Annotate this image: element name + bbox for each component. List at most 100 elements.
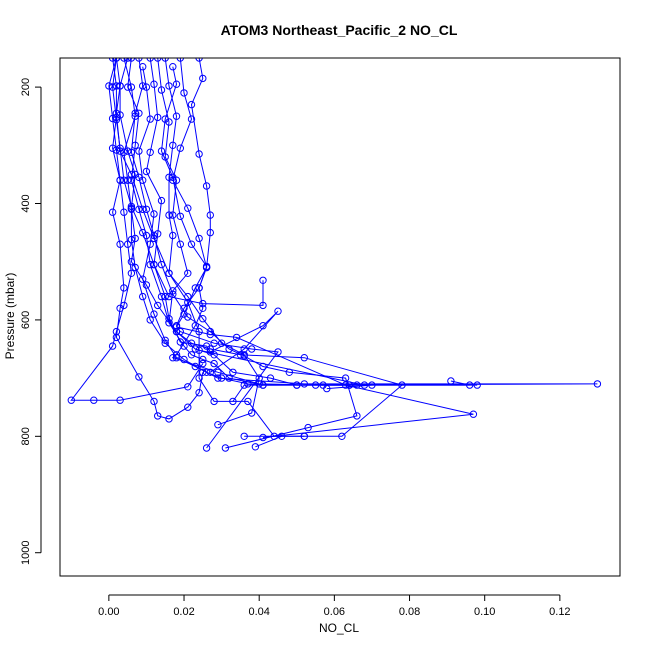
data-point — [300, 380, 308, 388]
series-7 — [169, 58, 478, 442]
y-axis: 200 400 600 800 1000 — [20, 78, 42, 565]
data-point — [210, 397, 218, 406]
data-point — [195, 234, 203, 243]
data-point — [199, 368, 207, 376]
data-point — [206, 228, 215, 237]
data-point — [116, 82, 124, 90]
data-point — [195, 58, 203, 62]
data-point — [293, 381, 301, 389]
data-point — [135, 173, 143, 182]
data-point — [165, 173, 173, 182]
data-point — [112, 109, 121, 118]
x-axis-label: NO_CL — [319, 621, 359, 635]
series-line — [172, 58, 474, 438]
data-point — [105, 82, 113, 90]
data-point — [127, 58, 136, 62]
x-tick-label: 0.06 — [324, 606, 345, 618]
plot-area — [67, 58, 602, 452]
data-point — [473, 381, 481, 389]
data-point — [180, 89, 188, 97]
series-line — [123, 58, 365, 386]
data-point — [150, 260, 158, 269]
data-point — [154, 230, 162, 238]
data-point — [304, 423, 312, 432]
data-point — [338, 432, 346, 440]
data-point — [360, 381, 369, 389]
chart-title: ATOM3 Northeast_Pacific_2 NO_CL — [221, 22, 458, 38]
data-point — [165, 315, 173, 323]
data-point — [120, 176, 128, 184]
data-point — [214, 374, 222, 382]
data-point — [199, 315, 207, 323]
y-tick-label: 200 — [20, 78, 32, 96]
data-point — [191, 284, 200, 292]
data-point — [142, 281, 151, 289]
data-point — [345, 381, 354, 389]
data-point — [259, 301, 267, 310]
data-point — [447, 377, 455, 385]
data-point — [225, 374, 233, 382]
data-point — [214, 368, 222, 376]
series-line — [130, 58, 358, 449]
data-point — [278, 432, 286, 440]
data-point — [229, 368, 237, 376]
series-line — [112, 58, 264, 306]
data-point — [127, 83, 136, 91]
data-point — [146, 260, 154, 269]
data-point — [300, 432, 308, 440]
data-point — [127, 170, 136, 179]
data-point — [240, 381, 248, 389]
data-point — [146, 58, 154, 62]
data-point — [161, 336, 169, 344]
data-point — [259, 362, 267, 371]
series-15 — [105, 58, 207, 423]
data-point — [240, 432, 248, 440]
data-point — [165, 415, 173, 423]
data-point — [240, 351, 248, 359]
data-point — [199, 304, 207, 312]
data-point — [210, 339, 218, 347]
data-point — [154, 301, 162, 310]
series-line — [138, 66, 598, 402]
data-point — [184, 292, 192, 301]
series-line — [145, 58, 279, 373]
data-point — [165, 82, 173, 90]
data-point — [108, 208, 117, 216]
data-point — [112, 333, 121, 342]
data-point — [214, 421, 222, 429]
data-point — [176, 240, 185, 248]
data-point — [150, 80, 158, 88]
data-point — [206, 348, 215, 356]
data-point — [341, 374, 350, 382]
data-point — [176, 58, 184, 62]
data-point — [165, 211, 173, 219]
data-point — [161, 115, 169, 123]
data-point — [195, 284, 203, 292]
y-tick-label: 800 — [20, 427, 32, 445]
data-point — [150, 397, 158, 406]
data-point — [217, 339, 226, 347]
y-tick-label: 600 — [20, 311, 32, 329]
data-point — [266, 374, 275, 382]
series-4 — [135, 62, 602, 406]
data-point — [124, 176, 132, 184]
data-point — [466, 381, 474, 389]
data-point — [187, 351, 196, 359]
data-point — [135, 205, 143, 214]
data-point — [131, 109, 139, 118]
data-point — [202, 182, 211, 190]
data-point — [184, 204, 192, 212]
series-14 — [112, 58, 263, 429]
data-point — [161, 58, 169, 62]
data-point — [131, 263, 139, 272]
series-line — [164, 58, 305, 448]
data-point — [124, 240, 132, 248]
data-point — [120, 208, 128, 216]
data-point — [124, 58, 132, 62]
data-point — [139, 82, 147, 90]
data-point — [116, 176, 124, 184]
data-point — [195, 374, 203, 382]
data-point — [112, 58, 121, 62]
y-tick-label: 1000 — [20, 540, 32, 564]
